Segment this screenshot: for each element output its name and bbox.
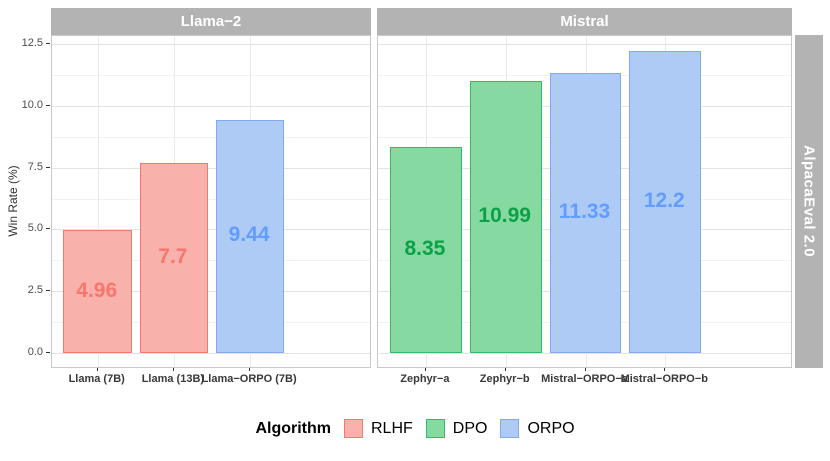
bar xyxy=(549,72,622,353)
bar-value-label: 8.35 xyxy=(404,236,446,260)
facet-strip-alpacaeval: AlpacaEval 2.0 xyxy=(795,35,823,368)
y-tick-mark xyxy=(46,43,50,44)
gridline-minor xyxy=(52,322,370,324)
legend-entry-orpo: ORPO xyxy=(500,419,575,438)
x-tick-mark xyxy=(96,368,98,371)
legend: Algorithm RLHF DPO ORPO xyxy=(0,419,830,438)
facet-strip-llama2: Llama−2 xyxy=(51,8,371,35)
legend-entry-label: ORPO xyxy=(527,419,575,437)
legend-swatch-orpo xyxy=(500,419,520,438)
x-tick-mark xyxy=(584,368,586,371)
bar-value-label: 12.2 xyxy=(643,189,685,213)
y-axis-title: Win Rate (%) xyxy=(6,165,20,237)
x-tick-mark xyxy=(424,368,426,371)
gridline-major xyxy=(378,353,791,354)
gridline-major xyxy=(52,44,370,45)
x-tick-mark xyxy=(504,368,506,371)
facet-strip-mistral-label: Mistral xyxy=(560,13,609,30)
legend-swatch-rlhf xyxy=(343,419,363,438)
facet-strip-mistral: Mistral xyxy=(377,8,792,35)
y-tick-mark xyxy=(46,290,50,292)
y-tick-mark xyxy=(46,228,50,230)
bar-value-label: 10.99 xyxy=(478,204,531,228)
bar xyxy=(629,51,702,353)
gridline-major xyxy=(52,167,370,169)
bar xyxy=(469,81,542,353)
y-tick-label: 0.0 xyxy=(27,346,43,358)
bar xyxy=(389,146,462,353)
x-tick-label: Llama (13B) xyxy=(141,373,205,385)
x-tick-mark xyxy=(249,368,251,371)
panel-mistral xyxy=(377,35,792,368)
facet-strip-llama2-label: Llama−2 xyxy=(180,13,242,30)
x-tick-mark xyxy=(172,368,174,371)
panel-llama2 xyxy=(51,35,371,368)
y-tick-mark xyxy=(46,104,50,106)
gridline-major xyxy=(52,229,370,231)
y-tick-mark xyxy=(46,352,50,353)
x-tick-label: Mistral−ORPO−b xyxy=(620,373,709,385)
gridline-major xyxy=(52,353,370,354)
y-tick-label: 2.5 xyxy=(27,284,43,297)
legend-title: Algorithm xyxy=(255,419,331,437)
x-tick-label: Mistral−ORPO−a xyxy=(541,373,628,385)
gridline-minor xyxy=(52,136,370,138)
legend-entry-rlhf: RLHF xyxy=(343,419,413,438)
legend-swatch-dpo xyxy=(425,419,445,438)
facet-strip-alpacaeval-label: AlpacaEval 2.0 xyxy=(800,145,818,258)
y-tick-label: 12.5 xyxy=(21,37,43,49)
bar-value-label: 4.96 xyxy=(76,278,118,302)
gridline-major xyxy=(378,44,791,45)
gridline-major xyxy=(52,105,370,107)
legend-entry-label: DPO xyxy=(452,419,488,437)
bar xyxy=(139,162,209,353)
x-tick-label: Zephyr−a xyxy=(400,373,450,385)
y-tick-label: 7.5 xyxy=(27,160,43,173)
x-tick-label: Zephyr−b xyxy=(479,373,530,385)
legend-entry-label: RLHF xyxy=(370,419,413,437)
y-tick-label: 10.0 xyxy=(21,98,43,111)
bar xyxy=(63,230,132,353)
legend-entry-dpo: DPO xyxy=(425,419,488,438)
x-tick-label: Llama−ORPO (7B) xyxy=(201,373,297,385)
gridline-minor xyxy=(52,74,370,76)
bar-value-label: 11.33 xyxy=(558,199,611,223)
bar-value-label: 9.44 xyxy=(228,223,270,247)
gridline-vertical xyxy=(97,36,99,367)
gridline-major xyxy=(52,291,370,293)
gridline-minor xyxy=(52,260,370,262)
y-tick-label: 5.0 xyxy=(27,222,43,235)
gridline-minor xyxy=(52,198,370,200)
bar xyxy=(215,119,285,353)
x-tick-mark xyxy=(664,368,666,371)
bar-value-label: 7.7 xyxy=(158,244,188,268)
x-tick-label: Llama (7B) xyxy=(68,373,125,385)
y-tick-mark xyxy=(46,166,50,168)
